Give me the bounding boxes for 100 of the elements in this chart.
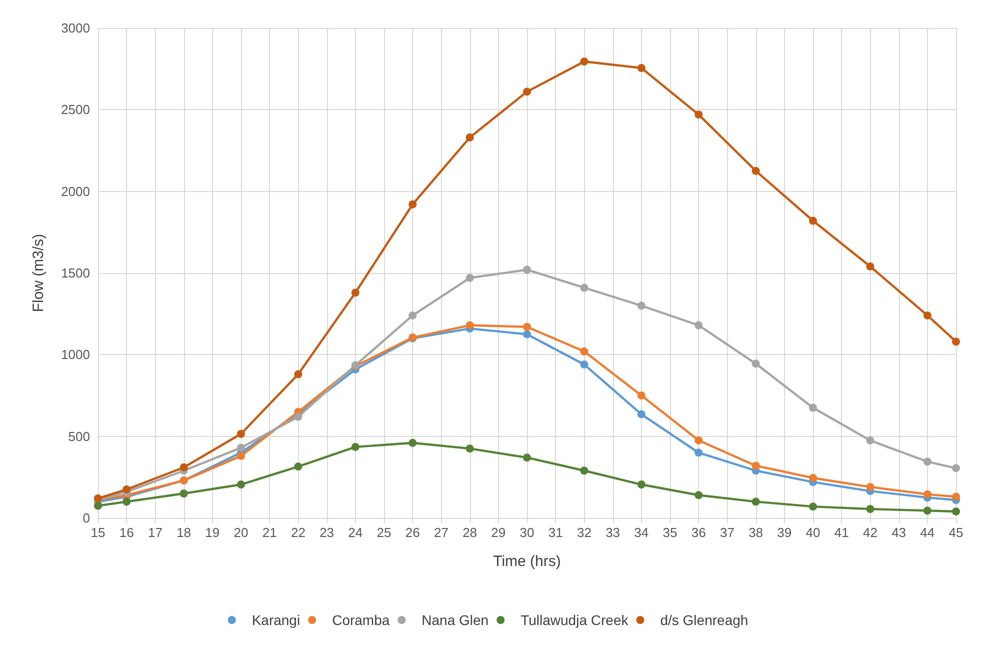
point [866, 436, 874, 444]
y-tick-label: 500 [68, 428, 90, 444]
point [866, 262, 874, 270]
point [523, 454, 531, 462]
point [351, 288, 360, 297]
x-tick-label: 22 [290, 525, 306, 540]
point [923, 311, 932, 320]
x-tick-label: 24 [348, 525, 363, 540]
point [637, 410, 646, 418]
point [694, 321, 703, 330]
point [952, 338, 960, 346]
point [952, 492, 960, 501]
y-tick-label: 1000 [61, 347, 90, 362]
point [580, 284, 588, 292]
x-tick-label: 29 [491, 525, 506, 540]
x-tick-label: 40 [806, 525, 820, 540]
x-tick-label: 26 [405, 525, 420, 540]
point [237, 444, 245, 452]
point [237, 430, 245, 438]
y-tick-label: 0 [82, 510, 90, 526]
point [294, 412, 302, 421]
point [294, 462, 302, 471]
x-tick-label: 41 [834, 525, 849, 540]
point [523, 88, 531, 96]
point [809, 502, 817, 511]
point [866, 482, 874, 491]
x-tick-label: 35 [662, 525, 678, 540]
point [637, 302, 646, 310]
point [752, 360, 760, 368]
point [809, 474, 817, 482]
x-tick-label: 18 [176, 525, 192, 540]
point [237, 452, 245, 460]
x-tick-label: 20 [234, 525, 248, 540]
point [408, 200, 417, 208]
x-tick-label: 39 [777, 525, 792, 540]
point [694, 491, 703, 500]
x-tick-label: 36 [691, 525, 706, 540]
point [237, 480, 245, 489]
y-tick-label: 3000 [61, 20, 90, 36]
y-tick-label: 2000 [61, 184, 90, 199]
x-tick-label: 27 [434, 525, 448, 540]
point [952, 464, 960, 472]
x-tick-label: 23 [320, 525, 334, 540]
point [523, 322, 531, 331]
point [523, 330, 531, 338]
point [637, 64, 646, 72]
x-tick-label: 16 [119, 525, 134, 540]
point [752, 462, 760, 470]
y-tick-label: 2500 [61, 102, 90, 118]
x-tick-label: 28 [462, 525, 478, 540]
x-tick-label: 38 [748, 525, 764, 540]
point [752, 498, 760, 506]
legend-label: Karangi [252, 612, 300, 628]
x-axis-title: Time (hrs) [493, 553, 561, 570]
x-tick-label: 45 [948, 525, 964, 540]
x-tick-label: 34 [634, 525, 649, 540]
point [923, 490, 932, 498]
point [752, 166, 760, 175]
point [294, 370, 302, 378]
point [466, 321, 474, 330]
point [923, 458, 932, 466]
point [694, 110, 703, 119]
x-tick-label: 37 [720, 525, 734, 540]
point [694, 448, 703, 457]
point [351, 442, 360, 451]
legend-label: d/s Glenreagh [660, 612, 748, 628]
x-tick-label: 30 [520, 525, 534, 540]
x-tick-label: 33 [606, 525, 620, 540]
point [466, 133, 474, 142]
point [580, 57, 588, 66]
x-tick-label: 43 [892, 525, 906, 540]
point [180, 490, 188, 498]
point [809, 216, 817, 225]
x-tick-label: 31 [548, 525, 563, 540]
point [180, 463, 188, 472]
y-axis-title: Flow (m3/s) [30, 234, 47, 312]
x-tick-label: 15 [90, 525, 106, 540]
point [122, 485, 131, 494]
x-tick-label: 21 [262, 525, 277, 540]
x-tick-label: 42 [862, 525, 878, 540]
point [122, 498, 131, 506]
point [580, 360, 588, 368]
legend-label: Nana Glen [422, 612, 489, 628]
x-tick-label: 19 [205, 525, 220, 540]
x-tick-label: 17 [148, 525, 162, 540]
point [408, 438, 417, 447]
point [923, 506, 932, 515]
point [580, 466, 588, 475]
point [694, 436, 703, 444]
point [523, 266, 531, 274]
point [952, 507, 960, 516]
point [580, 347, 588, 356]
point [466, 274, 474, 282]
point [408, 311, 417, 320]
point [637, 480, 646, 489]
x-tick-label: 32 [576, 525, 592, 540]
y-tick-label: 1500 [61, 266, 90, 280]
legend-label: Coramba [332, 612, 390, 628]
point [809, 404, 817, 412]
point [866, 505, 874, 514]
